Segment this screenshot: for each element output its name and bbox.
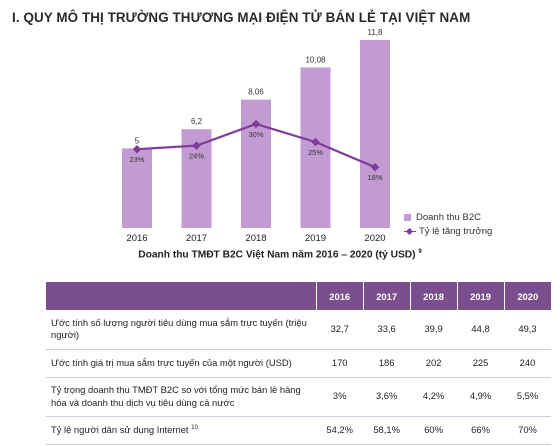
row-label-text: Tỷ lệ người dân sử dụng Internet	[51, 423, 189, 435]
table-header-cell: 2020	[504, 282, 551, 310]
table-cell: 66%	[457, 416, 504, 445]
bar-2020	[360, 40, 390, 228]
table-cell: 240	[504, 349, 551, 378]
x-tick-label: 2018	[245, 233, 266, 244]
table-cell: 49,3	[504, 310, 551, 350]
row-label: Tỷ trọng doanh thu TMĐT B2C so với tổng …	[46, 377, 317, 417]
row-label: Tỷ lệ người dân sử dụng Internet 10	[46, 416, 317, 445]
growth-rate-label: 24%	[189, 152, 204, 161]
growth-rate-label: 25%	[308, 148, 323, 157]
x-tick-label: 2016	[126, 233, 147, 244]
legend-item-line: Tỷ lệ tăng trưởng	[404, 224, 492, 238]
row-label: Ước tính số lượng người tiêu dùng mua sắ…	[46, 310, 317, 350]
bar-2019	[300, 67, 331, 229]
growth-rate-point	[132, 144, 142, 154]
legend-bar-swatch	[404, 213, 411, 221]
table-cell: 39,9	[410, 310, 458, 350]
table-header-cell: 2017	[363, 282, 411, 310]
chart-caption-note: 9	[418, 249, 422, 255]
growth-rate-point	[370, 162, 380, 172]
bar-value-label: 10,08	[305, 55, 326, 64]
legend-line-label: Tỷ lệ tăng trưởng	[419, 225, 493, 237]
table-cell: 70%	[504, 416, 551, 445]
row-label-note: 10	[191, 424, 198, 431]
table-row: Tỷ lệ người dân sử dụng Internet 10 54,2…	[46, 416, 551, 445]
chart-legend: Doanh thu B2C Tỷ lệ tăng trưởng	[404, 210, 492, 238]
table-header-row: 2016 2017 2018 2019 2020	[46, 282, 551, 310]
section-heading: I. QUY MÔ THỊ TRƯỜNG THƯƠNG MẠI ĐIỆN TỬ …	[12, 10, 471, 25]
growth-rate-label: 23%	[129, 155, 144, 164]
table-header-cell	[46, 282, 317, 310]
table-cell: 58,1%	[363, 416, 411, 445]
legend-line-marker	[404, 227, 416, 235]
row-label: Ước tính giá trị mua sắm trực tuyến của …	[46, 349, 317, 378]
table-cell: 33,6	[363, 310, 411, 350]
legend-item-bar: Doanh thu B2C	[404, 210, 492, 224]
chart-svg: 5 6,2 8,06 10,08 11,8 23% 24% 30% 25% 18% 2016 20…	[122, 28, 390, 244]
table-header-cell: 2018	[410, 282, 458, 310]
table-row: Ước tính số lượng người tiêu dùng mua sắ…	[46, 310, 551, 350]
table-cell: 5,5%	[504, 377, 551, 417]
growth-rate-point	[192, 141, 201, 150]
revenue-chart: 5 6,2 8,06 10,08 11,8 23% 24% 30% 25% 18% 2016 20…	[122, 28, 390, 244]
growth-rate-point	[311, 137, 320, 147]
growth-rate-label: 18%	[367, 173, 382, 182]
table-cell: 225	[457, 349, 504, 378]
table-cell: 170	[316, 349, 364, 378]
table-cell: 202	[410, 349, 458, 378]
table-row: Ước tính giá trị mua sắm trực tuyến của …	[46, 349, 551, 378]
table-cell: 4,2%	[410, 377, 458, 417]
growth-rate-point	[251, 119, 261, 129]
bar-value-label: 8,06	[248, 88, 264, 97]
table-cell: 32,7	[316, 310, 364, 350]
table-row: Tỷ trọng doanh thu TMĐT B2C so với tổng …	[46, 377, 551, 417]
x-tick-label: 2020	[364, 233, 385, 244]
table-cell: 4,9%	[457, 377, 504, 417]
ecommerce-stats-table: 2016 2017 2018 2019 2020 Ước tính số lượ…	[46, 282, 551, 445]
growth-rate-label: 30%	[248, 130, 263, 139]
chart-caption-text: Doanh thu TMĐT B2C Việt Nam năm 2016 – 2…	[138, 249, 416, 261]
bar-value-label: 5	[135, 136, 140, 145]
chart-caption: Doanh thu TMĐT B2C Việt Nam năm 2016 – 2…	[0, 249, 560, 260]
table-cell: 3,6%	[363, 377, 411, 417]
bar-2018	[241, 99, 271, 228]
x-tick-label: 2017	[186, 233, 207, 244]
table-header-cell: 2016	[316, 282, 364, 310]
bar-value-label: 6,2	[191, 117, 203, 126]
table-cell: 44,8	[457, 310, 504, 350]
table-header-cell: 2019	[457, 282, 505, 310]
table-cell: 54,2%	[316, 416, 364, 445]
bar-2016	[122, 148, 152, 228]
table-cell: 186	[363, 349, 411, 378]
bar-value-label: 11,8	[368, 28, 384, 37]
table-cell: 60%	[410, 416, 458, 445]
table-cell: 3%	[316, 377, 364, 417]
legend-bar-label: Doanh thu B2C	[416, 211, 481, 223]
x-tick-label: 2019	[305, 233, 326, 244]
